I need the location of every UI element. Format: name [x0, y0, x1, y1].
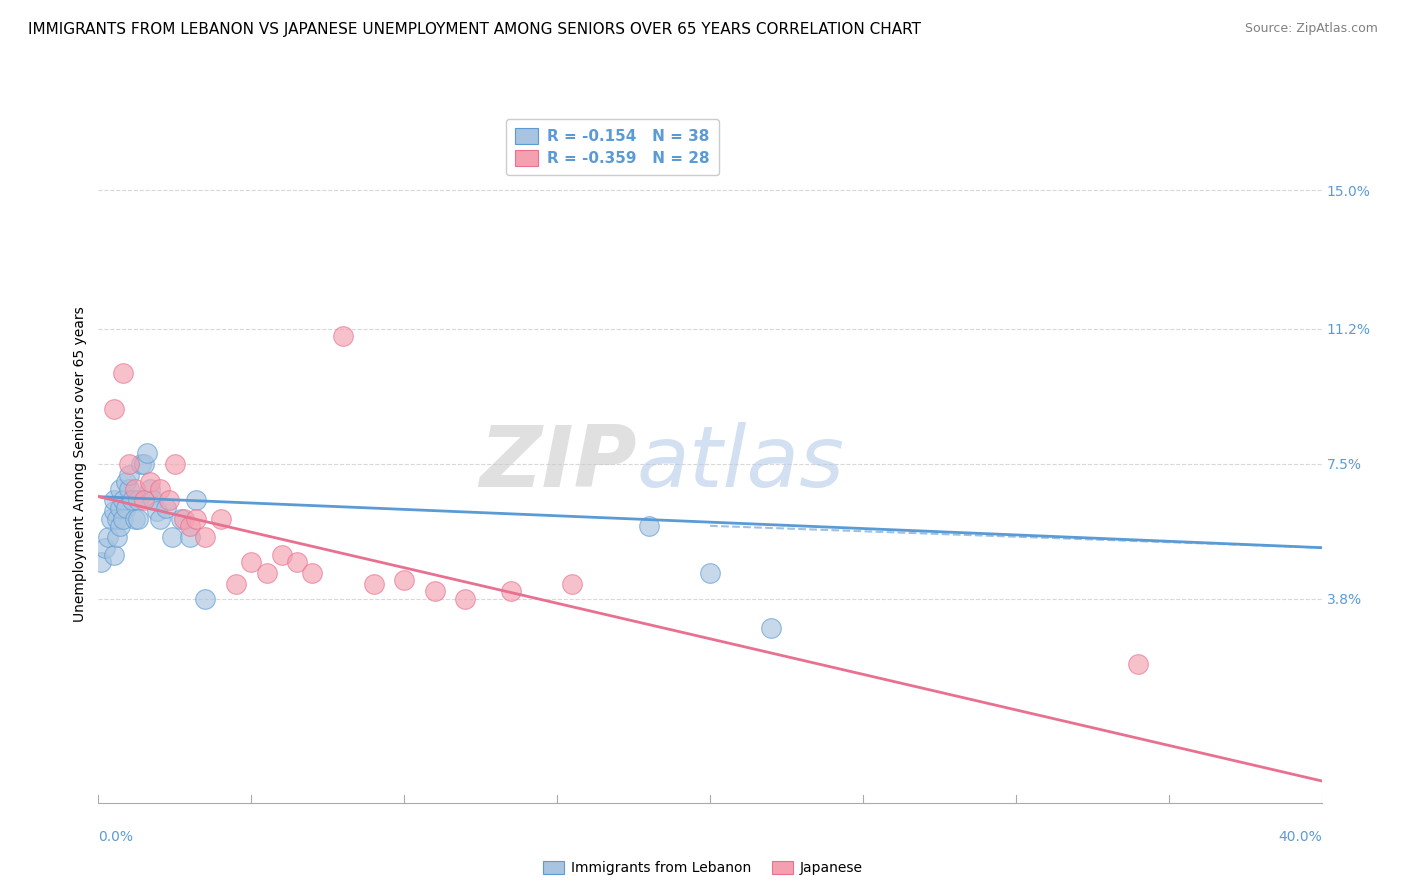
- Point: [108, 518, 131, 533]
- Point: [127, 511, 149, 525]
- Point: [179, 518, 201, 533]
- Point: [186, 493, 208, 508]
- Text: ZIP: ZIP: [479, 422, 637, 506]
- Point: [270, 548, 292, 562]
- Point: [115, 475, 138, 489]
- Point: [759, 621, 782, 635]
- Point: [454, 591, 477, 606]
- Point: [136, 446, 159, 460]
- Point: [1128, 657, 1150, 672]
- Point: [134, 493, 156, 508]
- Point: [139, 475, 162, 489]
- Text: atlas: atlas: [637, 422, 845, 506]
- Point: [157, 493, 180, 508]
- Point: [111, 493, 134, 508]
- Point: [103, 493, 125, 508]
- Point: [501, 584, 523, 599]
- Point: [111, 366, 134, 380]
- Point: [179, 530, 201, 544]
- Point: [363, 577, 385, 591]
- Point: [160, 530, 183, 544]
- Point: [149, 483, 172, 497]
- Legend: Immigrants from Lebanon, Japanese: Immigrants from Lebanon, Japanese: [537, 855, 869, 880]
- Point: [194, 591, 217, 606]
- Text: 40.0%: 40.0%: [1278, 830, 1322, 844]
- Point: [108, 500, 131, 515]
- Point: [118, 483, 141, 497]
- Point: [301, 566, 323, 581]
- Point: [209, 511, 232, 525]
- Point: [637, 518, 661, 533]
- Point: [93, 541, 115, 555]
- Point: [194, 530, 217, 544]
- Point: [423, 584, 446, 599]
- Point: [145, 504, 167, 518]
- Point: [105, 511, 128, 525]
- Point: [173, 511, 195, 525]
- Point: [256, 566, 278, 581]
- Point: [170, 511, 193, 525]
- Point: [134, 457, 156, 471]
- Point: [149, 511, 172, 525]
- Point: [90, 555, 112, 569]
- Point: [186, 511, 208, 525]
- Point: [103, 504, 125, 518]
- Point: [115, 500, 138, 515]
- Point: [118, 457, 141, 471]
- Point: [225, 577, 247, 591]
- Point: [699, 566, 721, 581]
- Text: IMMIGRANTS FROM LEBANON VS JAPANESE UNEMPLOYMENT AMONG SENIORS OVER 65 YEARS COR: IMMIGRANTS FROM LEBANON VS JAPANESE UNEM…: [28, 22, 921, 37]
- Text: 0.0%: 0.0%: [98, 830, 134, 844]
- Point: [285, 555, 308, 569]
- Point: [100, 511, 122, 525]
- Point: [163, 457, 186, 471]
- Point: [111, 511, 134, 525]
- Y-axis label: Unemployment Among Seniors over 65 years: Unemployment Among Seniors over 65 years: [73, 306, 87, 622]
- Point: [124, 483, 146, 497]
- Point: [103, 548, 125, 562]
- Legend: R = -0.154   N = 38, R = -0.359   N = 28: R = -0.154 N = 38, R = -0.359 N = 28: [506, 119, 718, 176]
- Point: [561, 577, 583, 591]
- Point: [124, 511, 146, 525]
- Point: [118, 467, 141, 482]
- Point: [97, 530, 120, 544]
- Point: [103, 402, 125, 417]
- Point: [121, 493, 143, 508]
- Point: [139, 483, 162, 497]
- Point: [240, 555, 263, 569]
- Point: [142, 493, 165, 508]
- Point: [332, 329, 354, 343]
- Point: [155, 500, 177, 515]
- Point: [108, 483, 131, 497]
- Text: Source: ZipAtlas.com: Source: ZipAtlas.com: [1244, 22, 1378, 36]
- Point: [105, 530, 128, 544]
- Point: [392, 574, 416, 588]
- Point: [127, 493, 149, 508]
- Point: [129, 457, 152, 471]
